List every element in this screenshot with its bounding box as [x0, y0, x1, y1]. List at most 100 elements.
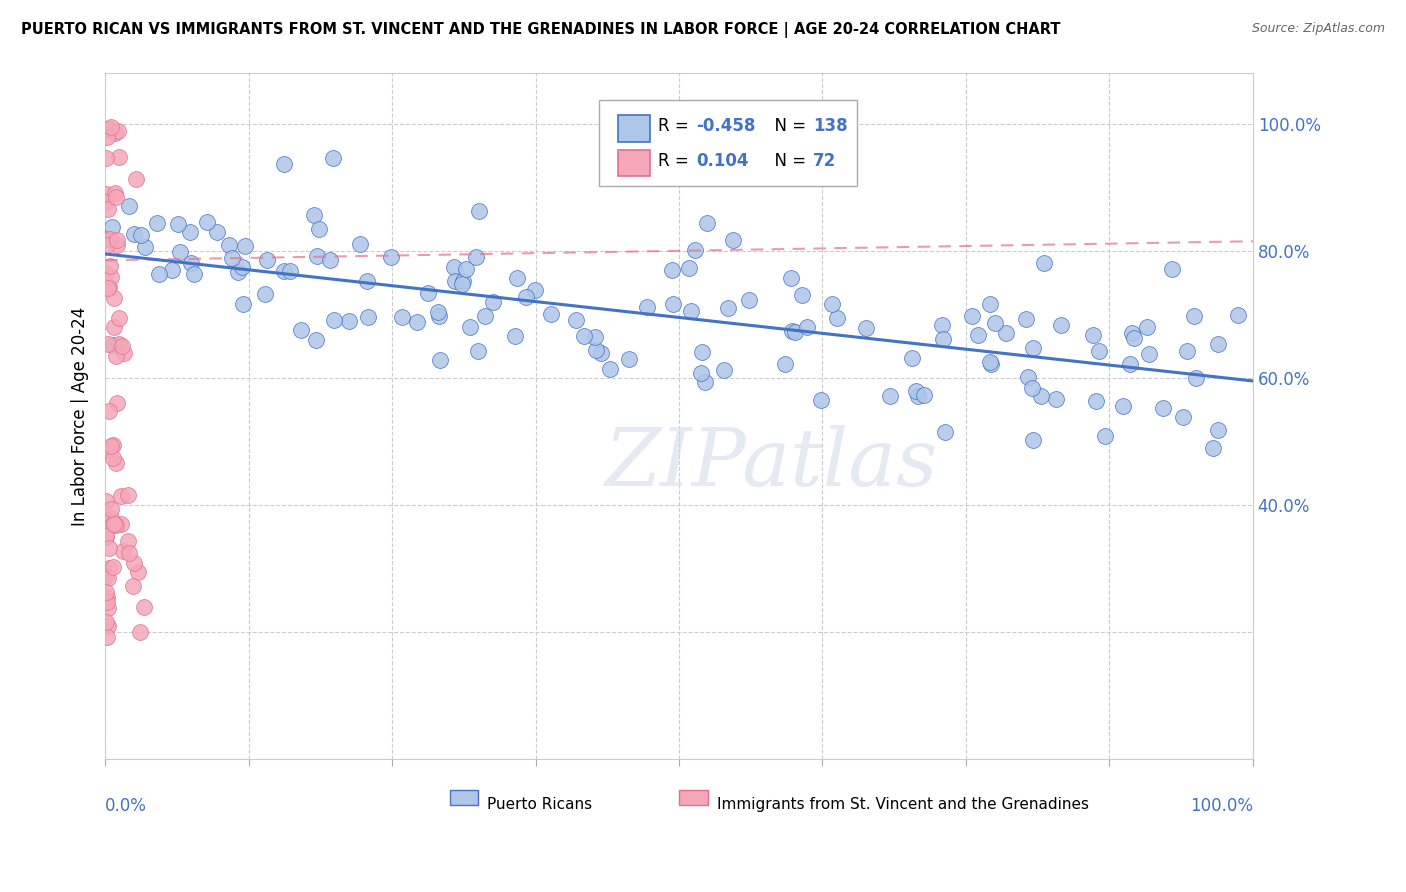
Point — [94, 529, 117, 543]
Point — [97, 601, 120, 615]
Point — [94, 513, 117, 527]
Point — [117, 488, 139, 502]
Point — [195, 215, 218, 229]
Point — [121, 579, 143, 593]
Point — [302, 208, 325, 222]
Point — [1021, 433, 1043, 447]
Point — [104, 126, 127, 140]
Point — [97, 571, 120, 585]
Point — [780, 271, 803, 285]
Text: 0.0%: 0.0% — [105, 797, 148, 814]
Point — [349, 237, 371, 252]
Point — [96, 130, 118, 145]
Point — [104, 349, 127, 363]
Point — [391, 310, 413, 324]
Text: PUERTO RICAN VS IMMIGRANTS FROM ST. VINCENT AND THE GRENADINES IN LABOR FORCE | : PUERTO RICAN VS IMMIGRANTS FROM ST. VINC… — [21, 22, 1060, 38]
Point — [451, 273, 474, 287]
Point — [128, 624, 150, 639]
Point — [451, 277, 474, 291]
Point — [226, 265, 249, 279]
Point — [1136, 319, 1159, 334]
Point — [231, 260, 253, 274]
Point — [122, 556, 145, 570]
Point — [467, 204, 489, 219]
Text: N =: N = — [763, 152, 811, 169]
Point — [232, 297, 254, 311]
Point — [98, 259, 121, 273]
Point — [1045, 392, 1067, 406]
Point — [405, 315, 427, 329]
Point — [824, 156, 846, 170]
Point — [1175, 344, 1198, 359]
Point — [97, 336, 120, 351]
Point — [319, 253, 342, 268]
Point — [101, 450, 124, 465]
Point — [134, 240, 156, 254]
Point — [465, 250, 488, 264]
Point — [443, 274, 465, 288]
Point — [148, 267, 170, 281]
Point — [146, 216, 169, 230]
Point — [100, 517, 122, 532]
Point — [183, 267, 205, 281]
Point — [429, 309, 451, 323]
Point — [97, 122, 120, 136]
Point — [111, 339, 134, 353]
Point — [1173, 409, 1195, 424]
Point — [94, 568, 117, 582]
Point — [678, 261, 700, 276]
Point — [105, 517, 128, 532]
Point — [101, 560, 124, 574]
Point — [100, 511, 122, 525]
Point — [97, 202, 120, 216]
Point — [98, 232, 121, 246]
Point — [901, 351, 924, 365]
Point — [132, 599, 155, 614]
Point — [127, 565, 149, 579]
Point — [426, 305, 449, 319]
Point — [1122, 330, 1144, 344]
Point — [429, 353, 451, 368]
Point — [780, 324, 803, 338]
Point — [278, 264, 301, 278]
Text: ZIPatlas: ZIPatlas — [605, 425, 938, 502]
Point — [322, 151, 344, 165]
Point — [94, 266, 117, 280]
Point — [1088, 343, 1111, 358]
Point — [104, 186, 127, 201]
Point — [96, 615, 118, 630]
Point — [104, 456, 127, 470]
Point — [685, 244, 707, 258]
Point — [589, 346, 612, 360]
Point — [305, 333, 328, 347]
Point — [1112, 399, 1135, 413]
Point — [108, 150, 131, 164]
Point — [98, 280, 121, 294]
Point — [256, 252, 278, 267]
Point — [984, 316, 1007, 330]
Point — [94, 493, 117, 508]
Point — [474, 309, 496, 323]
Point — [1152, 401, 1174, 415]
Point — [112, 346, 135, 360]
Point — [357, 310, 380, 325]
Point — [98, 404, 121, 418]
Point — [107, 311, 129, 326]
Point — [118, 199, 141, 213]
FancyBboxPatch shape — [619, 115, 651, 142]
Point — [308, 222, 330, 236]
Text: 0.104: 0.104 — [696, 152, 749, 169]
Point — [583, 330, 606, 344]
Point — [796, 320, 818, 334]
Text: Immigrants from St. Vincent and the Grenadines: Immigrants from St. Vincent and the Gren… — [717, 797, 1088, 812]
Point — [773, 357, 796, 371]
Point — [273, 157, 295, 171]
Point — [221, 252, 243, 266]
Point — [1118, 358, 1140, 372]
Point — [1015, 312, 1038, 326]
Point — [1022, 342, 1045, 356]
Point — [110, 516, 132, 531]
Point — [524, 283, 547, 297]
Point — [323, 313, 346, 327]
Point — [273, 264, 295, 278]
